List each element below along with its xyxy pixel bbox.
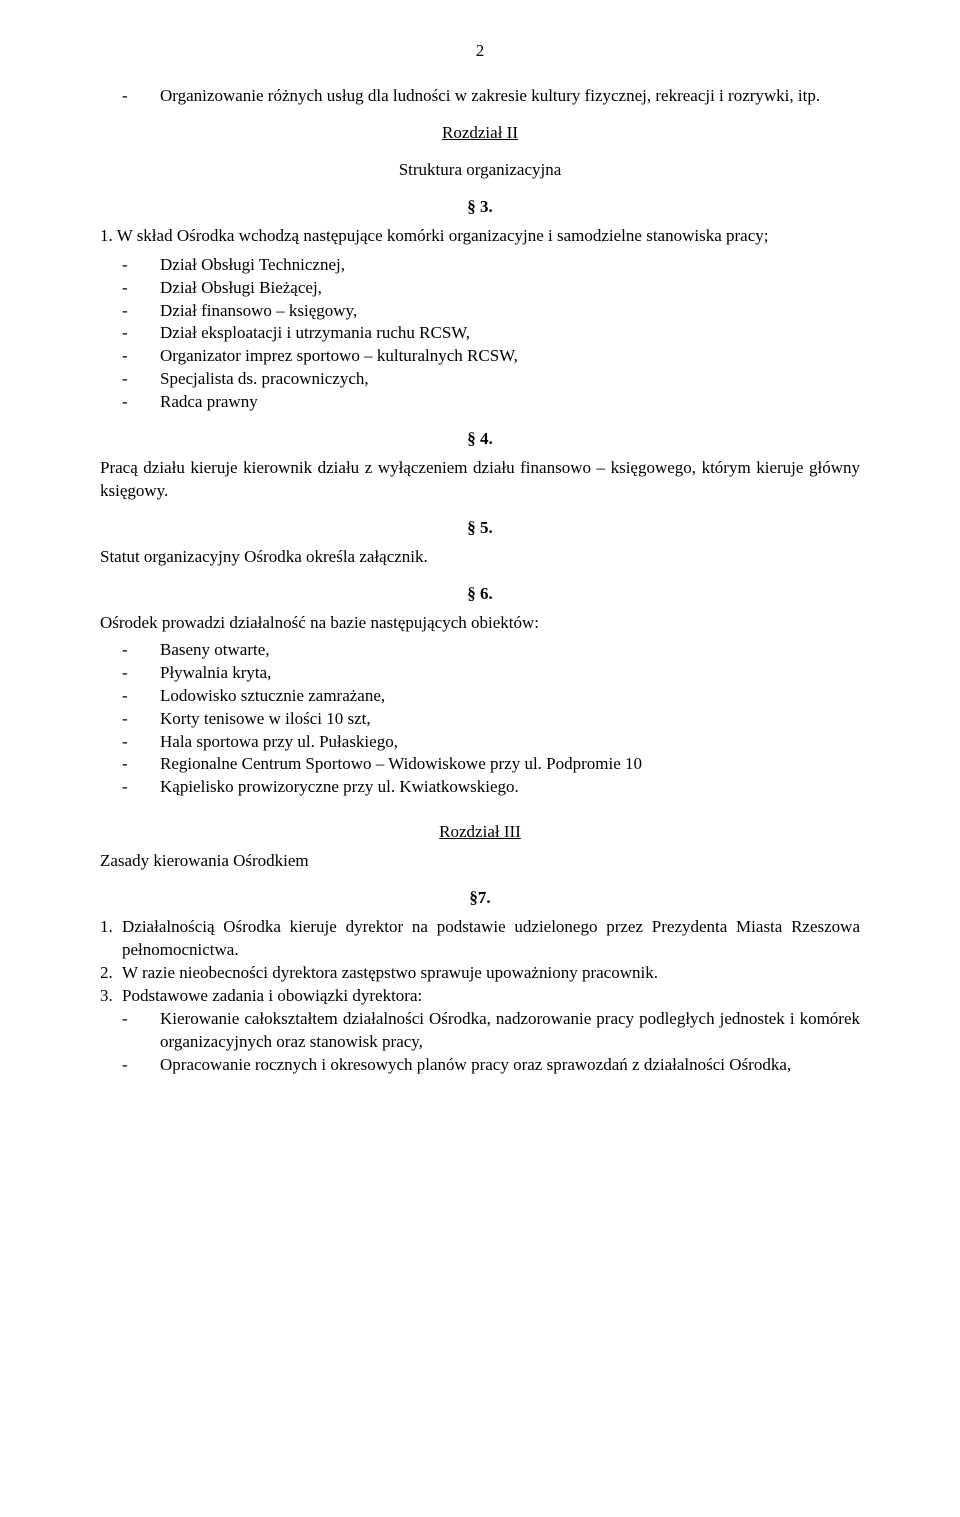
s6-item-text: Hala sportowa przy ul. Pułaskiego, [160, 731, 860, 754]
s6-item-text: Pływalnia kryta, [160, 662, 860, 685]
chapter-3-subtitle: Zasady kierowania Ośrodkiem [100, 850, 860, 873]
s3-item-text: Specjalista ds. pracowniczych, [160, 368, 860, 391]
dash-icon: - [100, 368, 160, 391]
dash-icon: - [100, 753, 160, 776]
dash-icon: - [100, 776, 160, 799]
s7-item-num: 1. [100, 916, 122, 962]
s6-item-text: Regionalne Centrum Sportowo – Widowiskow… [160, 753, 860, 776]
s6-item: -Hala sportowa przy ul. Pułaskiego, [100, 731, 860, 754]
s7-sub-item: - Opracowanie rocznych i okresowych plan… [100, 1054, 860, 1077]
s7-item-text: Działalnością Ośrodka kieruje dyrektor n… [122, 916, 860, 962]
s7-item-text: W razie nieobecności dyrektora zastępstw… [122, 962, 860, 985]
s3-item: -Dział Obsługi Bieżącej, [100, 277, 860, 300]
section-3-lead-text: W skład Ośrodka wchodzą następujące komó… [117, 226, 769, 245]
s3-item-text: Dział finansowo – księgowy, [160, 300, 860, 323]
s6-item: -Baseny otwarte, [100, 639, 860, 662]
s6-item: -Regionalne Centrum Sportowo – Widowisko… [100, 753, 860, 776]
s7-item-num: 2. [100, 962, 122, 985]
chapter-3-heading: Rozdział III [100, 821, 860, 844]
dash-icon: - [100, 300, 160, 323]
s6-item: -Pływalnia kryta, [100, 662, 860, 685]
section-6-lead: Ośrodek prowadzi działalność na bazie na… [100, 612, 860, 635]
s6-item-text: Baseny otwarte, [160, 639, 860, 662]
s6-item: -Kąpielisko prowizoryczne przy ul. Kwiat… [100, 776, 860, 799]
dash-icon: - [100, 345, 160, 368]
s7-item-num: 3. [100, 985, 122, 1008]
section-3-lead: 1. W skład Ośrodka wchodzą następujące k… [100, 225, 860, 248]
dash-icon: - [100, 277, 160, 300]
intro-bullet-row: - Organizowanie różnych usług dla ludnoś… [100, 85, 860, 108]
dash-icon: - [100, 254, 160, 277]
s6-item: -Lodowisko sztucznie zamrażane, [100, 685, 860, 708]
section-6-number: § 6. [100, 583, 860, 606]
intro-bullet-text: Organizowanie różnych usług dla ludności… [160, 85, 860, 108]
s3-item-text: Dział Obsługi Bieżącej, [160, 277, 860, 300]
s6-item-text: Kąpielisko prowizoryczne przy ul. Kwiatk… [160, 776, 860, 799]
section-5-number: § 5. [100, 517, 860, 540]
document-page: 2 - Organizowanie różnych usług dla ludn… [0, 0, 960, 1517]
s3-item-text: Radca prawny [160, 391, 860, 414]
s7-sub-item: - Kierowanie całokształtem działalności … [100, 1008, 860, 1054]
section-5-text: Statut organizacyjny Ośrodka określa zał… [100, 546, 860, 569]
dash-icon: - [100, 322, 160, 345]
s7-item: 2. W razie nieobecności dyrektora zastęp… [100, 962, 860, 985]
s3-item: -Dział Obsługi Technicznej, [100, 254, 860, 277]
s7-item: 3. Podstawowe zadania i obowiązki dyrekt… [100, 985, 860, 1008]
dash-icon: - [100, 662, 160, 685]
s3-item-text: Organizator imprez sportowo – kulturalny… [160, 345, 860, 368]
dash-icon: - [100, 708, 160, 731]
section-4-number: § 4. [100, 428, 860, 451]
dash-icon: - [100, 685, 160, 708]
section-7-number: §7. [100, 887, 860, 910]
dash-icon: - [100, 85, 160, 108]
dash-icon: - [100, 731, 160, 754]
dash-icon: - [100, 639, 160, 662]
s7-sub-text: Kierowanie całokształtem działalności Oś… [160, 1008, 860, 1054]
s7-item-text: Podstawowe zadania i obowiązki dyrektora… [122, 985, 860, 1008]
s6-item-text: Korty tenisowe w ilości 10 szt, [160, 708, 860, 731]
section-3-number: § 3. [100, 196, 860, 219]
dash-icon: - [100, 1008, 160, 1054]
s6-item-text: Lodowisko sztucznie zamrażane, [160, 685, 860, 708]
dash-icon: - [100, 1054, 160, 1077]
s3-item: -Organizator imprez sportowo – kulturaln… [100, 345, 860, 368]
page-number: 2 [100, 40, 860, 63]
s6-item: -Korty tenisowe w ilości 10 szt, [100, 708, 860, 731]
s7-sub-text: Opracowanie rocznych i okresowych planów… [160, 1054, 860, 1077]
s3-item: -Dział finansowo – księgowy, [100, 300, 860, 323]
chapter-2-title: Struktura organizacyjna [100, 159, 860, 182]
dash-icon: - [100, 391, 160, 414]
chapter-2-heading: Rozdział II [100, 122, 860, 145]
section-3-lead-num: 1. [100, 226, 117, 245]
s3-item: -Dział eksploatacji i utrzymania ruchu R… [100, 322, 860, 345]
s3-item-text: Dział Obsługi Technicznej, [160, 254, 860, 277]
s3-item: -Radca prawny [100, 391, 860, 414]
s3-item: -Specjalista ds. pracowniczych, [100, 368, 860, 391]
s3-item-text: Dział eksploatacji i utrzymania ruchu RC… [160, 322, 860, 345]
section-4-text: Pracą działu kieruje kierownik działu z … [100, 457, 860, 503]
s7-item: 1. Działalnością Ośrodka kieruje dyrekto… [100, 916, 860, 962]
